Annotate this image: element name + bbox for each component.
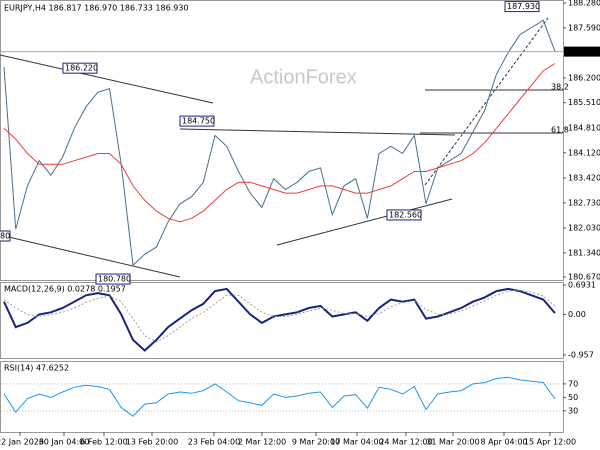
y-tick-label: 180.670: [568, 273, 600, 282]
x-tick-label: 2 Mar 12:00: [238, 438, 286, 447]
y-tick-label: 187.590: [568, 23, 600, 32]
rsi-panel: [0, 361, 564, 433]
macd-panel: [0, 282, 564, 359]
watermark: ActionForex: [250, 66, 357, 88]
y-tick-label: 70: [568, 379, 578, 388]
x-tick-label: 15 Apr 12:00: [524, 438, 576, 447]
fib-label: 61.8: [551, 126, 569, 135]
trend-line: [276, 198, 453, 246]
y-tick-label: 184.120: [568, 148, 600, 157]
annotation-label: 180.780: [98, 275, 131, 284]
indicator-line: [3, 289, 556, 343]
y-tick-label: 0.6931: [568, 281, 596, 290]
rsi-title: RSI(14) 47.6252: [4, 364, 69, 373]
annotation-label: 184.750: [182, 117, 215, 126]
x-tick-label: 17 Mar 04:00: [330, 438, 383, 447]
y-tick-label: 182.730: [568, 198, 600, 207]
x-tick-label: 13 Feb 20:00: [126, 438, 178, 447]
y-tick-label: 185.510: [568, 98, 600, 107]
y-tick-label: 184.810: [568, 123, 600, 132]
trend-line: [424, 17, 549, 186]
y-tick-label: 182.030: [568, 224, 600, 233]
annotation-label: 186.220: [65, 64, 98, 73]
y-tick-label: 183.420: [568, 173, 600, 182]
indicator-line: [3, 63, 556, 223]
y-tick-label: 30: [568, 406, 578, 415]
y-tick-label: 188.280: [568, 0, 600, 8]
indicator-line: [3, 376, 556, 417]
channel-line: [0, 234, 181, 278]
y-tick-label: 0.00: [568, 310, 586, 319]
annotation-box: [386, 209, 422, 221]
x-tick-label: 23 Feb 04:00: [188, 438, 240, 447]
annotation-box: [179, 115, 215, 127]
x-tick-label: 9 Mar 20:00: [292, 438, 340, 447]
x-tick-label: 30 Jan 04:00: [39, 438, 90, 447]
x-tick-label: 31 Mar 20:00: [426, 438, 479, 447]
x-tick-label: 6 Feb 12:00: [80, 438, 127, 447]
channel-line: [0, 54, 214, 104]
x-tick-label: 24 Mar 12:00: [379, 438, 432, 447]
current-price-label: 186.930: [568, 47, 600, 56]
x-tick-label: 8 Apr 04:00: [480, 438, 527, 447]
trend-line: [179, 128, 456, 136]
current-price-box: [564, 46, 600, 57]
annotation-box: [62, 62, 98, 74]
chart-title: EURJPY,H4 186.817 186.970 186.733 186.93…: [4, 4, 189, 13]
indicator-line: [3, 287, 556, 352]
annotation-box: [504, 1, 540, 13]
y-tick-label: 186.200: [568, 73, 600, 82]
y-tick-label: 50: [568, 393, 578, 402]
price-line: [3, 19, 556, 267]
annotation-label: 80: [0, 232, 10, 241]
y-tick-label: 181.340: [568, 248, 600, 257]
annotation-label: 182.560: [389, 210, 422, 219]
annotation-box: [0, 230, 11, 242]
annotation-label: 187.930: [507, 2, 540, 11]
annotation-box: [95, 273, 131, 285]
price-panel: [0, 0, 564, 281]
x-tick-label: 22 Jan 2026: [0, 438, 44, 447]
y-tick-label: -0.957: [568, 351, 594, 360]
macd-title: MACD(12,26,9) 0.0278 0.1957: [4, 285, 126, 294]
fib-label: 38.2: [551, 83, 569, 92]
